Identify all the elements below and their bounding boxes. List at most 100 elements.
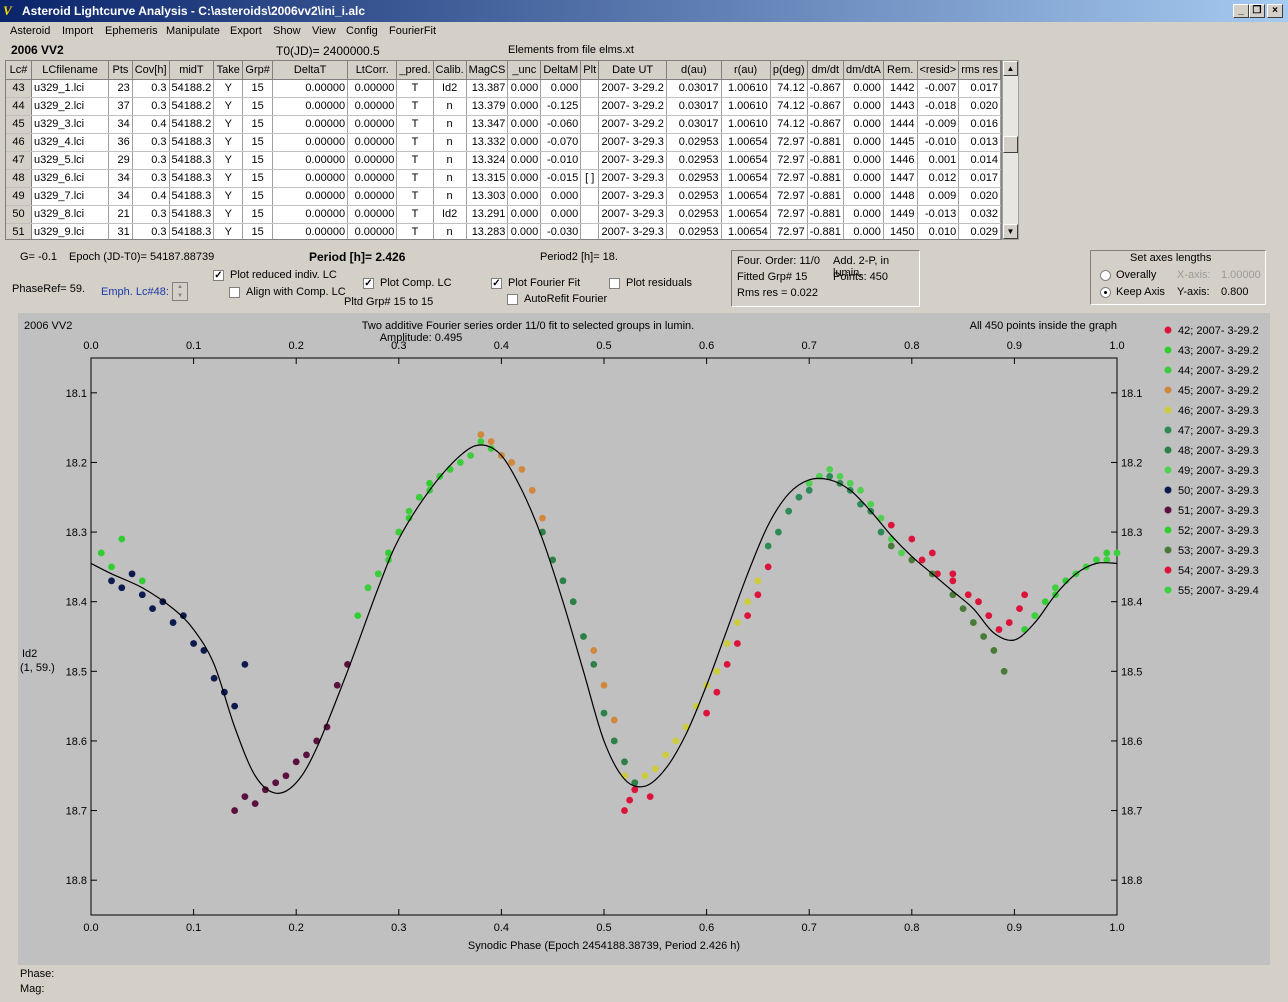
table-cell[interactable]: 0.000 <box>540 187 582 206</box>
table-scrollbar[interactable]: ▲ ▼ <box>1002 60 1019 240</box>
table-row[interactable]: 44 u329_2.lci 37 0.3 54188.2 Y 15 0.00000 0.0000… <box>6 97 1001 116</box>
column-header[interactable]: Cov[h] <box>132 61 170 80</box>
table-cell[interactable]: 54188.2 <box>169 97 215 116</box>
table-cell[interactable]: 0.00000 <box>347 79 398 98</box>
table-cell[interactable]: u329_6.lci <box>31 169 110 188</box>
table-cell[interactable]: 23 <box>108 79 133 98</box>
table-cell[interactable]: 34 <box>108 187 133 206</box>
table-cell[interactable]: n <box>433 187 467 206</box>
scroll-down-button[interactable]: ▼ <box>1003 224 1018 239</box>
column-header[interactable]: r(au) <box>721 61 771 80</box>
table-cell[interactable]: 0.012 <box>917 169 960 188</box>
menu-manipulate[interactable]: Manipulate <box>166 25 220 37</box>
column-header[interactable]: d(au) <box>666 61 722 80</box>
minimize-button[interactable]: _ <box>1233 4 1249 18</box>
table-cell[interactable]: 0.02953 <box>666 223 722 239</box>
table-cell[interactable]: 1.00610 <box>721 79 771 98</box>
table-cell[interactable]: -0.018 <box>917 97 960 116</box>
table-cell[interactable]: 72.97 <box>770 187 808 206</box>
menu-view[interactable]: View <box>312 25 336 37</box>
table-cell[interactable]: 0.00000 <box>272 169 349 188</box>
table-cell[interactable]: Y <box>213 187 244 206</box>
table-cell[interactable]: 1.00654 <box>721 151 771 170</box>
table-cell[interactable]: 0.3 <box>132 79 170 98</box>
row-header[interactable]: 45 <box>6 115 32 134</box>
table-cell[interactable]: 0.3 <box>132 223 170 239</box>
table-cell[interactable]: 1.00654 <box>721 223 771 239</box>
table-cell[interactable] <box>580 97 600 116</box>
table-cell[interactable]: 2007- 3-29.2 <box>598 115 668 134</box>
table-cell[interactable]: 37 <box>108 97 133 116</box>
period2-label[interactable]: Period2 [h]= 18. <box>540 251 618 263</box>
table-row[interactable]: 46 u329_4.lci 36 0.3 54188.3 Y 15 0.00000 0.0000… <box>6 133 1001 152</box>
table-cell[interactable]: T <box>396 79 434 98</box>
table-cell[interactable]: [ ] <box>580 169 600 188</box>
table-cell[interactable]: 1448 <box>883 187 918 206</box>
table-cell[interactable]: -0.007 <box>917 79 960 98</box>
table-cell[interactable]: 0.016 <box>958 115 1001 134</box>
table-cell[interactable]: Y <box>213 79 244 98</box>
table-cell[interactable]: -0.030 <box>540 223 582 239</box>
table-cell[interactable] <box>580 223 600 239</box>
table-cell[interactable]: 21 <box>108 205 133 224</box>
column-header[interactable]: _unc <box>507 61 542 80</box>
table-cell[interactable]: 0.00000 <box>272 223 349 239</box>
table-cell[interactable]: u329_7.lci <box>31 187 110 206</box>
maximize-button[interactable]: ❐ <box>1249 4 1265 18</box>
table-cell[interactable]: 0.03017 <box>666 115 722 134</box>
table-cell[interactable]: 0.000 <box>843 79 884 98</box>
table-cell[interactable]: 0.020 <box>958 187 1001 206</box>
table-cell[interactable]: 0.000 <box>843 187 884 206</box>
table-cell[interactable]: 1.00654 <box>721 205 771 224</box>
table-cell[interactable]: 54188.3 <box>169 223 215 239</box>
table-cell[interactable]: T <box>396 187 434 206</box>
table-cell[interactable]: n <box>433 151 467 170</box>
column-header[interactable]: Rem. <box>883 61 918 80</box>
overally-radio[interactable] <box>1100 270 1111 281</box>
table-cell[interactable]: 15 <box>242 79 274 98</box>
column-header[interactable]: rms res <box>958 61 1001 80</box>
table-cell[interactable]: 0.000 <box>507 187 542 206</box>
table-cell[interactable]: n <box>433 115 467 134</box>
table-cell[interactable]: 0.00000 <box>347 169 398 188</box>
table-cell[interactable]: 0.014 <box>958 151 1001 170</box>
table-cell[interactable]: 15 <box>242 151 274 170</box>
table-cell[interactable]: 0.00000 <box>272 151 349 170</box>
table-cell[interactable]: Id2 <box>433 205 467 224</box>
table-cell[interactable]: 0.02953 <box>666 151 722 170</box>
table-cell[interactable]: 36 <box>108 133 133 152</box>
table-cell[interactable]: 1.00654 <box>721 187 771 206</box>
menu-asteroid[interactable]: Asteroid <box>10 25 51 37</box>
table-cell[interactable]: Y <box>213 223 244 239</box>
table-cell[interactable]: 0.03017 <box>666 79 722 98</box>
table-cell[interactable]: -0.125 <box>540 97 582 116</box>
table-cell[interactable]: -0.009 <box>917 115 960 134</box>
table-cell[interactable]: 54188.2 <box>169 79 215 98</box>
table-cell[interactable]: 0.4 <box>132 115 170 134</box>
table-cell[interactable]: 0.000 <box>507 169 542 188</box>
menu-show[interactable]: Show <box>273 25 301 37</box>
table-cell[interactable]: 1.00610 <box>721 97 771 116</box>
column-header[interactable]: _pred. <box>396 61 434 80</box>
row-header[interactable]: 48 <box>6 169 32 188</box>
table-cell[interactable]: 0.00000 <box>272 133 349 152</box>
column-header[interactable]: Pts <box>108 61 133 80</box>
align-comp-checkbox[interactable] <box>229 287 240 298</box>
table-cell[interactable]: 0.00000 <box>272 205 349 224</box>
column-header[interactable]: p(deg) <box>770 61 808 80</box>
table-row[interactable]: 43 u329_1.lci 23 0.3 54188.2 Y 15 0.00000 0.0000… <box>6 79 1001 98</box>
table-cell[interactable]: 54188.3 <box>169 151 215 170</box>
table-cell[interactable]: 0.00000 <box>347 115 398 134</box>
table-cell[interactable] <box>580 133 600 152</box>
table-cell[interactable]: 1442 <box>883 79 918 98</box>
table-cell[interactable]: 34 <box>108 169 133 188</box>
table-cell[interactable]: 34 <box>108 115 133 134</box>
table-cell[interactable]: 1445 <box>883 133 918 152</box>
table-cell[interactable]: 15 <box>242 205 274 224</box>
table-cell[interactable]: -0.881 <box>807 223 844 239</box>
table-cell[interactable]: 0.000 <box>507 115 542 134</box>
table-cell[interactable]: Y <box>213 115 244 134</box>
table-cell[interactable]: -0.070 <box>540 133 582 152</box>
table-cell[interactable]: n <box>433 223 467 239</box>
table-cell[interactable]: 0.000 <box>843 151 884 170</box>
